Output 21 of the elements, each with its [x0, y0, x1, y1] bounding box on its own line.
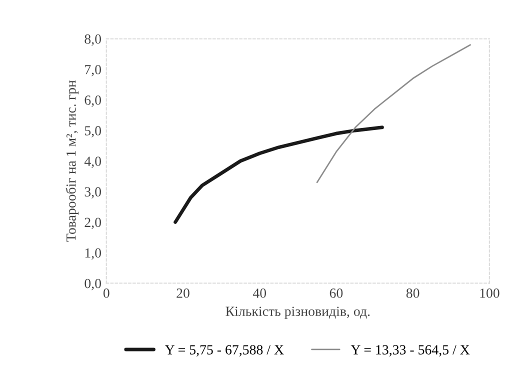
- x-tick-label: 0: [103, 288, 110, 298]
- y-axis-title: Товарообіг на 1 м², тис. грн: [66, 80, 79, 242]
- x-tick-label: 80: [406, 288, 420, 298]
- y-tick-label: 0,0: [84, 278, 102, 290]
- y-tick-label: 7,0: [85, 64, 102, 76]
- y-tick-label: 1,0: [85, 248, 102, 260]
- line-series: [316, 44, 471, 184]
- y-tick-label: 4,0: [84, 156, 102, 168]
- x-tick-label: 60: [330, 288, 343, 298]
- legend-label: Y = 13,33 - 564,5 / X: [350, 345, 470, 356]
- line-series: [174, 126, 384, 224]
- x-tick-label: 100: [480, 288, 500, 298]
- y-tick-label: 6,0: [84, 95, 102, 107]
- y-tick-label: 8,0: [84, 34, 102, 46]
- x-axis-title: Кількість різновидів, од.: [226, 306, 370, 319]
- y-tick-label: 5,0: [84, 126, 102, 138]
- y-tick-label: 2,0: [84, 218, 102, 230]
- x-tick-label: 20: [176, 288, 190, 298]
- y-tick-label: 3,0: [84, 187, 102, 199]
- legend-label: Y = 5,75 - 67,588 / X: [165, 345, 284, 356]
- x-tick-label: 40: [252, 288, 266, 298]
